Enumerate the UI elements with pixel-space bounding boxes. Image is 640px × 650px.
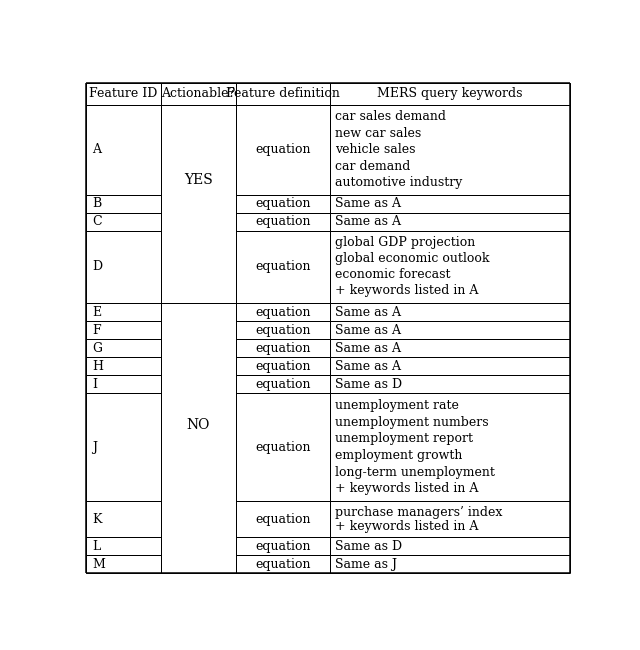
Text: Same as D: Same as D [335, 540, 403, 553]
Text: global GDP projection: global GDP projection [335, 237, 476, 250]
Text: equation: equation [255, 558, 311, 571]
Text: G: G [92, 342, 102, 355]
Text: + keywords listed in A: + keywords listed in A [335, 520, 479, 533]
Text: car demand: car demand [335, 160, 411, 173]
Text: C: C [92, 215, 102, 228]
Text: NO: NO [187, 418, 210, 432]
Text: equation: equation [255, 359, 311, 372]
Text: M: M [92, 558, 105, 571]
Text: Same as J: Same as J [335, 558, 397, 571]
Text: Same as A: Same as A [335, 324, 401, 337]
Text: unemployment numbers: unemployment numbers [335, 416, 489, 429]
Text: D: D [92, 261, 102, 274]
Text: equation: equation [255, 143, 311, 156]
Text: MERS query keywords: MERS query keywords [378, 87, 523, 100]
Text: purchase managers’ index: purchase managers’ index [335, 506, 503, 519]
Text: equation: equation [255, 306, 311, 318]
Text: equation: equation [255, 215, 311, 228]
Text: global economic outlook: global economic outlook [335, 252, 490, 265]
Text: equation: equation [255, 378, 311, 391]
Text: J: J [92, 441, 97, 454]
Text: car sales demand: car sales demand [335, 111, 446, 124]
Text: Actionable?: Actionable? [161, 87, 236, 100]
Text: L: L [92, 540, 100, 553]
Text: employment growth: employment growth [335, 449, 463, 462]
Text: Feature ID: Feature ID [90, 87, 157, 100]
Text: Same as A: Same as A [335, 359, 401, 372]
Text: Same as A: Same as A [335, 342, 401, 355]
Text: + keywords listed in A: + keywords listed in A [335, 285, 479, 298]
Text: equation: equation [255, 513, 311, 526]
Text: K: K [92, 513, 101, 526]
Text: equation: equation [255, 198, 311, 211]
Text: B: B [92, 198, 101, 211]
Text: equation: equation [255, 441, 311, 454]
Text: vehicle sales: vehicle sales [335, 143, 416, 156]
Text: new car sales: new car sales [335, 127, 422, 140]
Text: economic forecast: economic forecast [335, 268, 451, 281]
Text: equation: equation [255, 540, 311, 553]
Text: long-term unemployment: long-term unemployment [335, 466, 495, 479]
Text: equation: equation [255, 261, 311, 274]
Text: E: E [92, 306, 101, 318]
Text: unemployment rate: unemployment rate [335, 399, 460, 412]
Text: unemployment report: unemployment report [335, 432, 474, 445]
Text: Feature definition: Feature definition [227, 87, 340, 100]
Text: Same as A: Same as A [335, 215, 401, 228]
Text: H: H [92, 359, 103, 372]
Text: Same as D: Same as D [335, 378, 403, 391]
Text: Same as A: Same as A [335, 306, 401, 318]
Text: equation: equation [255, 342, 311, 355]
Text: + keywords listed in A: + keywords listed in A [335, 482, 479, 495]
Text: Same as A: Same as A [335, 198, 401, 211]
Text: I: I [92, 378, 97, 391]
Text: F: F [92, 324, 100, 337]
Text: YES: YES [184, 173, 213, 187]
Text: A: A [92, 143, 101, 156]
Text: automotive industry: automotive industry [335, 176, 463, 189]
Text: equation: equation [255, 324, 311, 337]
